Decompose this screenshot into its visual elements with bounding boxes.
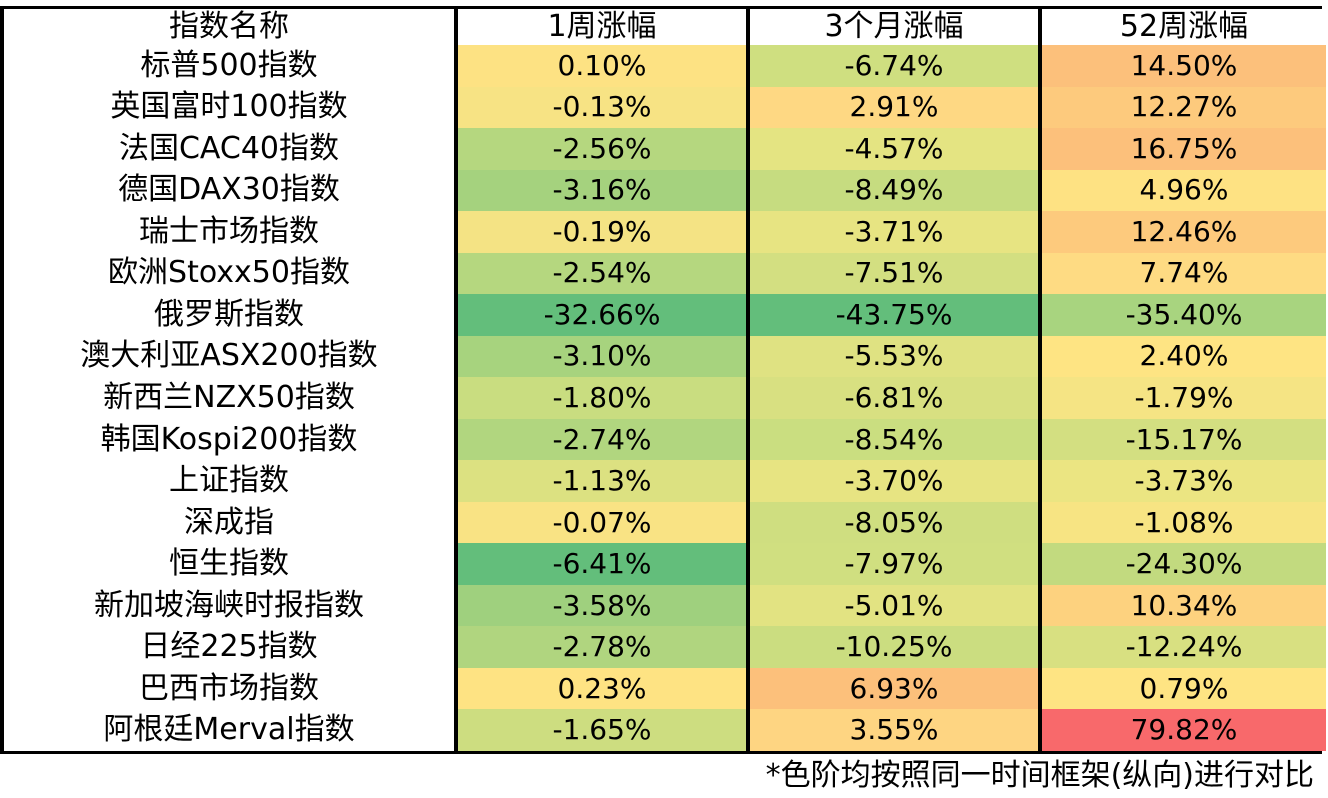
one-week-change-cell: -2.74%	[458, 418, 746, 461]
three-month-change-cell: -5.53%	[750, 335, 1038, 378]
fifty-two-week-change-cell: -1.08%	[1042, 501, 1326, 544]
three-month-change-cell: -5.01%	[750, 584, 1038, 627]
index-name-cell: 韩国Kospi200指数	[4, 418, 454, 461]
three-month-change-cell: -8.49%	[750, 169, 1038, 212]
fifty-two-week-change-cell: 12.46%	[1042, 211, 1326, 253]
fifty-two-week-change-cell: 2.40%	[1042, 335, 1326, 378]
index-name-cell: 阿根廷Merval指数	[4, 709, 454, 751]
header-3-month: 3个月涨幅	[750, 9, 1038, 45]
fifty-two-week-change-cell: 14.50%	[1042, 45, 1326, 87]
index-name-cell: 新加坡海峡时报指数	[4, 584, 454, 627]
one-week-change-cell: -0.07%	[458, 501, 746, 544]
three-month-change-cell: -6.74%	[750, 45, 1038, 87]
index-name-cell: 深成指	[4, 501, 454, 544]
index-name-cell: 俄罗斯指数	[4, 294, 454, 336]
three-month-change-cell: -10.25%	[750, 626, 1038, 668]
three-month-change-cell: -7.51%	[750, 252, 1038, 295]
three-month-change-cell: 6.93%	[750, 667, 1038, 710]
one-week-change-cell: -32.66%	[458, 294, 746, 336]
index-name-cell: 法国CAC40指数	[4, 128, 454, 170]
one-week-change-cell: -1.13%	[458, 460, 746, 502]
three-month-change-cell: 3.55%	[750, 709, 1038, 751]
index-name-cell: 巴西市场指数	[4, 667, 454, 710]
one-week-change-cell: -0.19%	[458, 211, 746, 253]
one-week-change-cell: -1.80%	[458, 377, 746, 419]
three-month-change-cell: -6.81%	[750, 377, 1038, 419]
three-month-change-cell: -3.71%	[750, 211, 1038, 253]
three-month-change-cell: 2.91%	[750, 86, 1038, 129]
header-1-week: 1周涨幅	[458, 9, 746, 45]
fifty-two-week-change-cell: 7.74%	[1042, 252, 1326, 295]
index-name-cell: 日经225指数	[4, 626, 454, 668]
one-week-change-cell: -2.56%	[458, 128, 746, 170]
three-month-change-cell: -43.75%	[750, 294, 1038, 336]
fifty-two-week-change-cell: -35.40%	[1042, 294, 1326, 336]
index-name-cell: 上证指数	[4, 460, 454, 502]
header-index-name: 指数名称	[4, 9, 454, 45]
fifty-two-week-change-cell: -24.30%	[1042, 543, 1326, 585]
one-week-change-cell: -1.65%	[458, 709, 746, 751]
index-name-cell: 澳大利亚ASX200指数	[4, 335, 454, 378]
fifty-two-week-change-cell: -3.73%	[1042, 460, 1326, 502]
one-week-change-cell: -3.58%	[458, 584, 746, 627]
index-performance-table: 指数名称 1周涨幅 3个月涨幅 52周涨幅 标普500指数 0.10% -6.74%…	[0, 6, 1326, 754]
one-week-change-cell: -0.13%	[458, 86, 746, 129]
fifty-two-week-change-cell: 4.96%	[1042, 169, 1326, 212]
three-month-change-cell: -3.70%	[750, 460, 1038, 502]
index-name-cell: 新西兰NZX50指数	[4, 377, 454, 419]
fifty-two-week-change-cell: 10.34%	[1042, 584, 1326, 627]
fifty-two-week-change-cell: -12.24%	[1042, 626, 1326, 668]
three-month-change-cell: -4.57%	[750, 128, 1038, 170]
header-52-week: 52周涨幅	[1042, 9, 1326, 45]
three-month-change-cell: -8.54%	[750, 418, 1038, 461]
fifty-two-week-change-cell: 16.75%	[1042, 128, 1326, 170]
fifty-two-week-change-cell: 0.79%	[1042, 667, 1326, 710]
one-week-change-cell: -2.54%	[458, 252, 746, 295]
three-month-change-cell: -8.05%	[750, 501, 1038, 544]
fifty-two-week-change-cell: 79.82%	[1042, 709, 1326, 751]
index-name-cell: 德国DAX30指数	[4, 169, 454, 212]
one-week-change-cell: -6.41%	[458, 543, 746, 585]
index-name-cell: 英国富时100指数	[4, 86, 454, 129]
fifty-two-week-change-cell: -1.79%	[1042, 377, 1326, 419]
one-week-change-cell: 0.10%	[458, 45, 746, 87]
fifty-two-week-change-cell: -15.17%	[1042, 418, 1326, 461]
fifty-two-week-change-cell: 12.27%	[1042, 86, 1326, 129]
one-week-change-cell: -2.78%	[458, 626, 746, 668]
index-name-cell: 瑞士市场指数	[4, 211, 454, 253]
footnote: *色阶均按照同一时间框架(纵向)进行对比	[765, 758, 1314, 793]
index-name-cell: 标普500指数	[4, 45, 454, 87]
one-week-change-cell: -3.16%	[458, 169, 746, 212]
index-name-cell: 恒生指数	[4, 543, 454, 585]
one-week-change-cell: 0.23%	[458, 667, 746, 710]
index-name-cell: 欧洲Stoxx50指数	[4, 252, 454, 295]
one-week-change-cell: -3.10%	[458, 335, 746, 378]
three-month-change-cell: -7.97%	[750, 543, 1038, 585]
